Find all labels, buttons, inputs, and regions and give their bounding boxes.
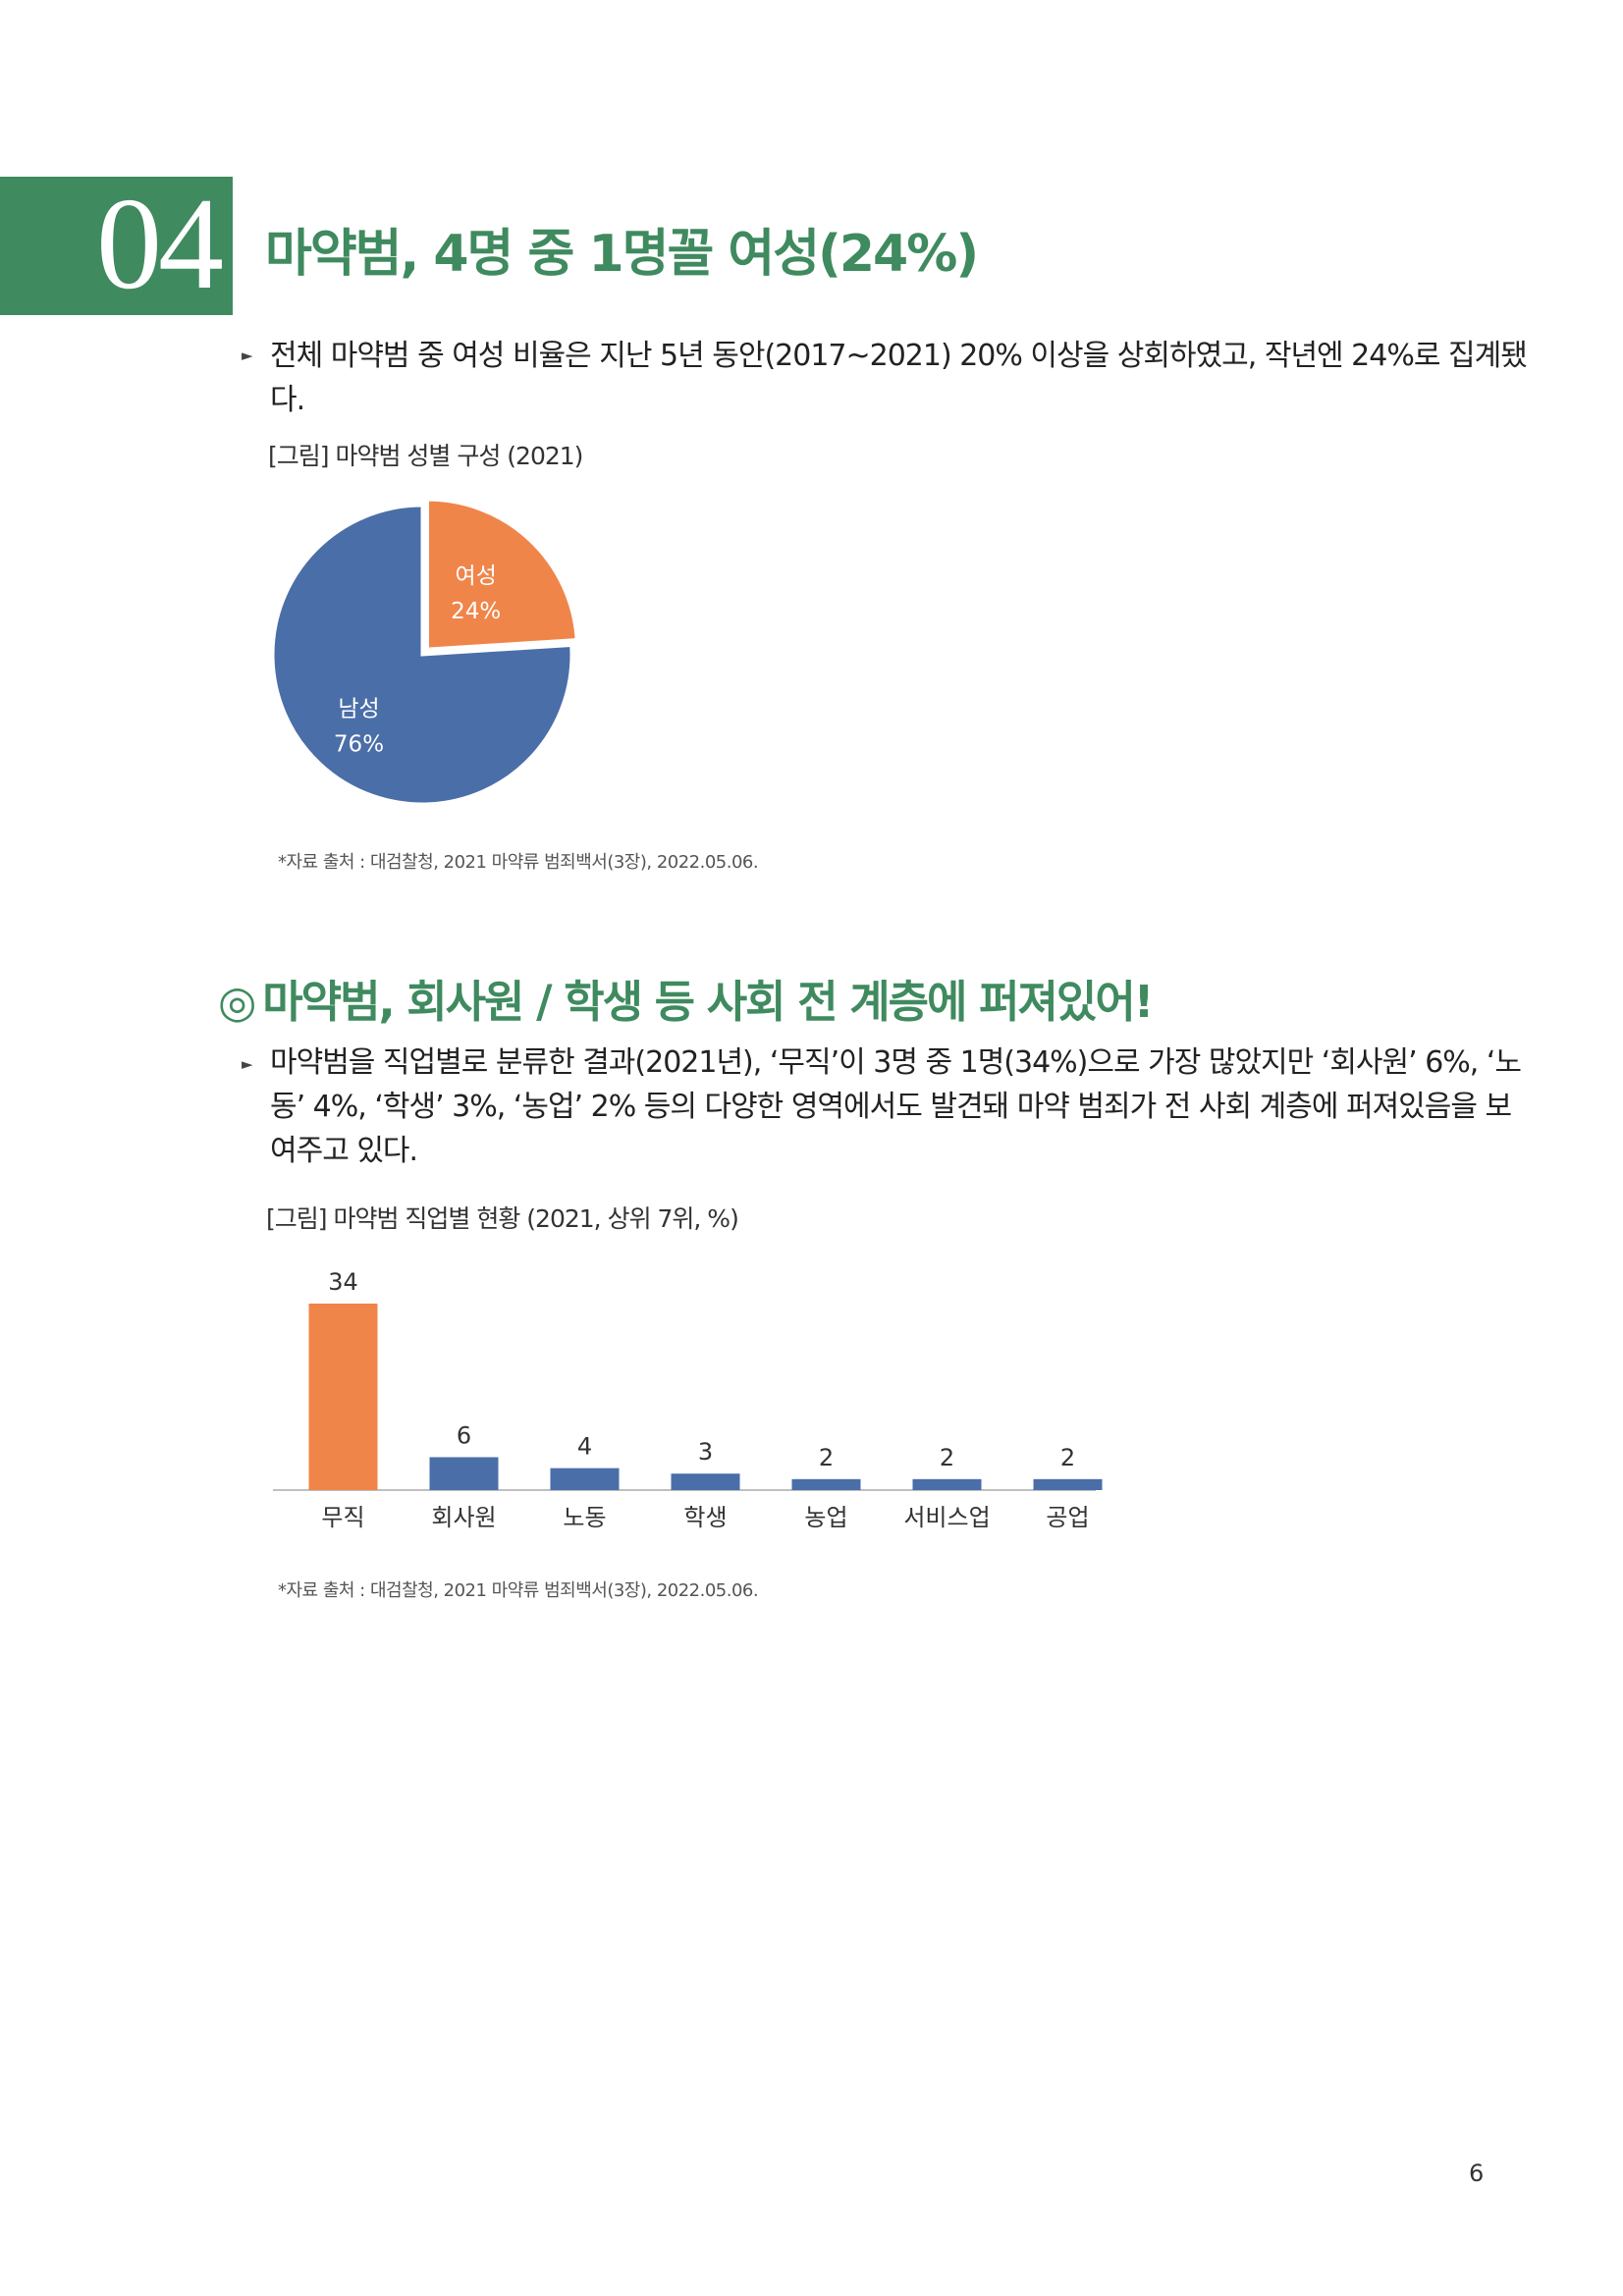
bar-value-label-5: 2 bbox=[940, 1444, 954, 1471]
section2-line-3: 여주고 있다. bbox=[270, 1134, 418, 1168]
bar-0 bbox=[308, 1304, 378, 1490]
triangle-bullet-icon: ► bbox=[242, 347, 253, 364]
bar-1 bbox=[429, 1457, 499, 1490]
triangle-bullet-icon-2: ► bbox=[242, 1055, 253, 1073]
intro-line-2: 다. bbox=[270, 383, 305, 417]
bar-value-label-4: 2 bbox=[819, 1444, 834, 1471]
bar-category-label-2: 노동 bbox=[563, 1504, 606, 1531]
bar-2 bbox=[550, 1468, 620, 1490]
bar-4 bbox=[791, 1478, 861, 1490]
bar-category-label-6: 공업 bbox=[1046, 1504, 1089, 1531]
figure1-caption: [그림] 마약범 성별 구성 (2021) bbox=[268, 442, 583, 470]
bar-category-label-5: 서비스업 bbox=[903, 1504, 990, 1531]
page-number: 6 bbox=[1469, 2160, 1485, 2187]
section2-line-2: 동’ 4%, ‘학생’ 3%, ‘농업’ 2% 등의 다양한 영역에서도 발견돼… bbox=[270, 1090, 1512, 1124]
bar-category-label-3: 학생 bbox=[683, 1504, 727, 1531]
intro-paragraph: 전체 마약범 중 여성 비율은 지난 5년 동안(2017~2021) 20% … bbox=[270, 334, 1528, 422]
occupation-bar-chart: 34 무직 6 회사원 4 노동 3 학생 2 농업 2 서비스업 2 공업 bbox=[273, 1268, 1103, 1531]
pie-label-1: 남성 bbox=[338, 697, 379, 722]
bar-3 bbox=[671, 1473, 740, 1490]
bar-value-label-2: 4 bbox=[577, 1433, 592, 1461]
pie-value-label-1: 76% bbox=[334, 732, 384, 758]
figure2-source: *자료 출처 : 대검찰청, 2021 마약류 범죄백서(3장), 2022.0… bbox=[278, 1580, 759, 1601]
section2-paragraph: 마약범을 직업별로 분류한 결과(2021년), ‘무직’이 3명 중 1명(3… bbox=[270, 1041, 1522, 1173]
section-title: 마약범, 4명 중 1명꼴 여성(24%) bbox=[265, 225, 979, 284]
bar-category-label-4: 농업 bbox=[804, 1504, 847, 1531]
pie-slice-1 bbox=[271, 504, 573, 806]
section2-line-1: 마약범을 직업별로 분류한 결과(2021년), ‘무직’이 3명 중 1명(3… bbox=[270, 1045, 1522, 1080]
subsection-title: ◎ 마약범, 회사원 / 학생 등 사회 전 계층에 퍼져있어! bbox=[218, 966, 1154, 1030]
bar-value-label-3: 3 bbox=[698, 1438, 713, 1466]
pie-slice-0 bbox=[425, 498, 578, 651]
double-circle-icon: ◎ bbox=[218, 976, 256, 1028]
pie-value-label-0: 24% bbox=[451, 599, 501, 624]
section-number: 04 bbox=[96, 171, 224, 316]
section-number-box bbox=[0, 177, 233, 315]
intro-line-1: 전체 마약범 중 여성 비율은 지난 5년 동안(2017~2021) 20% … bbox=[270, 339, 1528, 373]
figure1-source: *자료 출처 : 대검찰청, 2021 마약류 범죄백서(3장), 2022.0… bbox=[278, 852, 759, 873]
bar-category-label-1: 회사원 bbox=[431, 1504, 496, 1531]
pie-label-0: 여성 bbox=[456, 563, 497, 589]
bar-category-label-0: 무직 bbox=[321, 1504, 364, 1531]
bar-value-label-0: 34 bbox=[328, 1268, 358, 1296]
bar-6 bbox=[1033, 1478, 1103, 1490]
subsection-title-text: 마약범, 회사원 / 학생 등 사회 전 계층에 퍼져있어! bbox=[262, 976, 1154, 1028]
bar-value-label-6: 2 bbox=[1060, 1444, 1075, 1471]
figure2-caption: [그림] 마약범 직업별 현황 (2021, 상위 7위, %) bbox=[266, 1204, 739, 1233]
bar-5 bbox=[912, 1478, 982, 1490]
gender-pie-chart: 여성 24% 남성 76% bbox=[271, 498, 578, 806]
bar-value-label-1: 6 bbox=[457, 1421, 471, 1449]
